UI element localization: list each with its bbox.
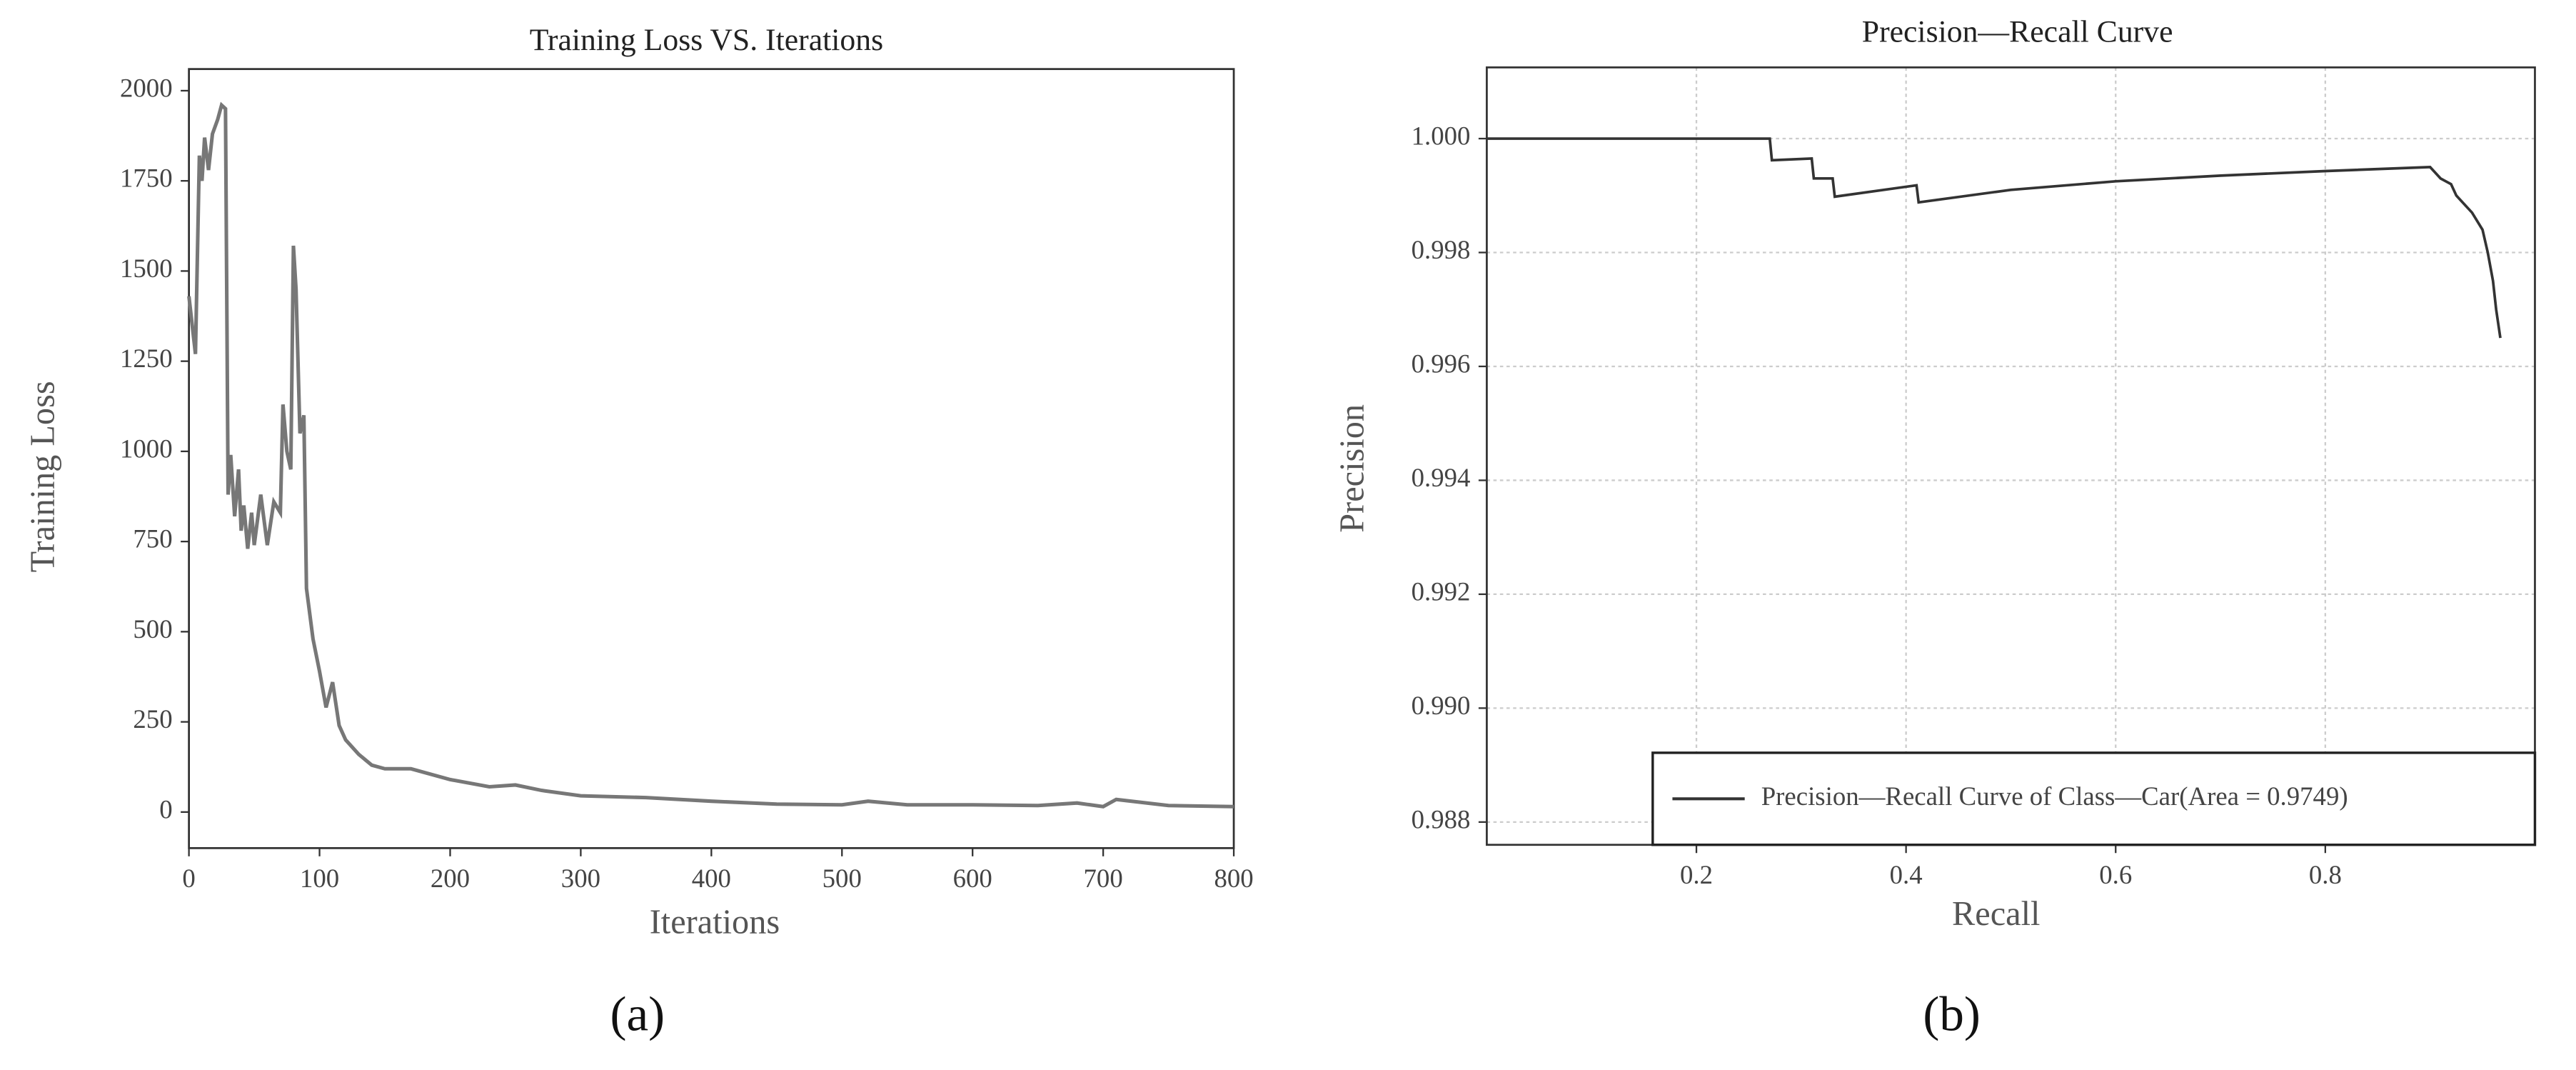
y-tick-label: 2000 <box>120 73 173 102</box>
x-tick-label: 800 <box>1214 864 1253 893</box>
legend-box <box>1651 751 2537 846</box>
x-tick-label: 300 <box>561 864 600 893</box>
x-tick-label: 0 <box>182 864 195 893</box>
y-tick-label: 1000 <box>120 434 173 463</box>
y-tick-label: 0.988 <box>1412 804 1471 834</box>
y-tick-label: 1750 <box>120 164 173 193</box>
data-line <box>1486 137 2502 339</box>
caption: (b) <box>1923 986 1980 1041</box>
chart-title: Training Loss VS. Iterations <box>530 23 883 57</box>
x-tick-label: 600 <box>953 864 992 893</box>
y-tick-label: 750 <box>133 524 172 554</box>
x-tick-label: 100 <box>300 864 339 893</box>
y-tick-label: 1500 <box>120 254 173 283</box>
x-tick-label: 0.4 <box>1890 860 1923 889</box>
x-tick-label: 700 <box>1084 864 1123 893</box>
y-tick-label: 250 <box>133 704 172 734</box>
y-axis-label: Training Loss <box>24 381 62 572</box>
caption: (a) <box>610 986 665 1041</box>
x-tick-label: 0.8 <box>2309 860 2342 889</box>
x-tick-label: 400 <box>692 864 731 893</box>
y-tick-label: 1250 <box>120 344 173 373</box>
x-tick-label: 0.6 <box>2099 860 2132 889</box>
y-axis-label: Precision <box>1333 404 1371 533</box>
plot-frame <box>1486 66 2536 846</box>
y-tick-label: 0.992 <box>1412 576 1471 606</box>
y-tick-label: 500 <box>133 614 172 644</box>
x-axis-label: Iterations <box>650 904 780 941</box>
data-line <box>187 101 1234 809</box>
chart-title: Precision—Recall Curve <box>1862 14 2173 49</box>
y-tick-label: 0 <box>159 794 172 824</box>
x-tick-label: 200 <box>431 864 470 893</box>
legend-label: Precision—Recall Curve of Class—Car(Area… <box>1761 781 2348 811</box>
y-tick-label: 0.998 <box>1412 235 1471 264</box>
y-tick-label: 1.000 <box>1412 121 1471 150</box>
x-tick-label: 0.2 <box>1680 860 1713 889</box>
x-axis-label: Recall <box>1952 895 2040 933</box>
plot-frame <box>188 68 1235 849</box>
y-tick-label: 0.996 <box>1412 349 1471 378</box>
y-tick-label: 0.990 <box>1412 691 1471 720</box>
y-tick-label: 0.994 <box>1412 463 1471 492</box>
x-tick-label: 500 <box>822 864 862 893</box>
